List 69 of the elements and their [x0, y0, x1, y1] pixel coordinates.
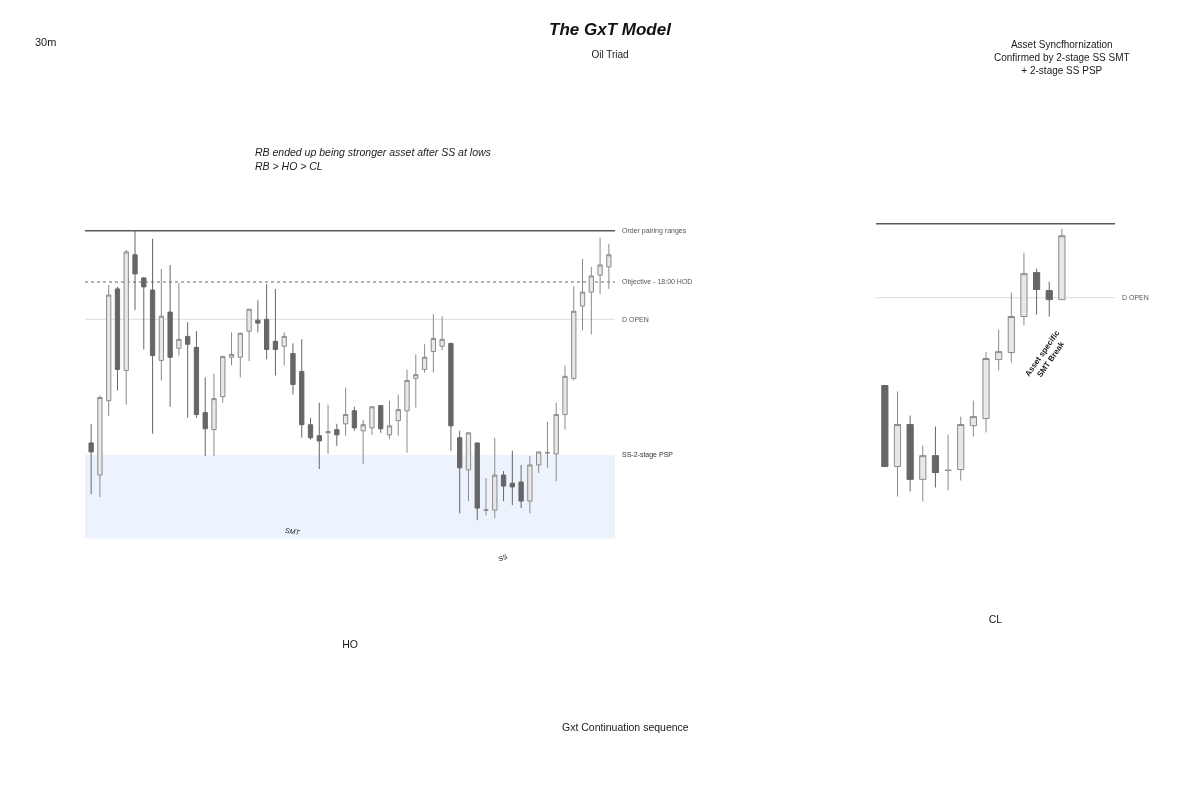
- text: 30m: [35, 36, 57, 48]
- candlestick: [395, 394, 401, 437]
- candlestick: [378, 405, 384, 434]
- candlestick: [369, 406, 375, 436]
- candlestick: [969, 400, 977, 438]
- candlestick: [334, 423, 340, 447]
- candlestick: [492, 437, 498, 519]
- candlestick: [518, 464, 524, 509]
- candlestick: [404, 368, 410, 454]
- chart-title: The GxT Model: [549, 19, 673, 39]
- candlestick: [553, 402, 559, 482]
- candlestick: [386, 400, 393, 440]
- candlestick: [255, 299, 261, 333]
- candlestick: [562, 364, 568, 431]
- candlestick: [149, 238, 156, 435]
- candlestick: [509, 450, 515, 506]
- candlestick: [465, 432, 472, 502]
- candlestick: [995, 329, 1003, 372]
- text: Gxt Continuation sequence: [562, 721, 689, 733]
- chart-subtitle: Oil Triad: [591, 49, 629, 61]
- candlestick: [167, 264, 173, 408]
- candlestick: [307, 417, 314, 441]
- candlestick: [1045, 281, 1053, 318]
- candlestick: [185, 321, 191, 419]
- text: Asset Syncfhornization Confirmed by 2-stage SS SMT + 2-stage SS PSP: [994, 39, 1130, 76]
- candlestick: [88, 423, 94, 495]
- candlestick: [919, 445, 927, 502]
- candlestick: [193, 330, 200, 419]
- candlestick: [351, 406, 358, 432]
- candlestick: [272, 288, 279, 376]
- candlestick: [448, 342, 454, 452]
- candlestick: [325, 404, 331, 455]
- candlestick: [597, 237, 603, 295]
- candlestick: [413, 353, 419, 409]
- candlestick: [316, 402, 322, 470]
- candlestick: [299, 338, 305, 439]
- text: RB ended up being stronger asset after SS at lows RB > HO > CL: [255, 146, 492, 172]
- candlestick: [931, 425, 940, 489]
- candlestick: [606, 243, 612, 290]
- candlestick: [881, 385, 889, 468]
- candlestick: [290, 342, 296, 396]
- candlestick: [527, 455, 533, 514]
- candlestick: [228, 331, 235, 366]
- candlestick: [483, 477, 489, 516]
- candlestick: [421, 343, 428, 374]
- candlestick: [360, 419, 366, 465]
- candlestick: [281, 331, 287, 366]
- candlestick: [893, 391, 902, 498]
- candlestick: [500, 470, 507, 502]
- candlestick: [544, 421, 551, 469]
- candlestick: [141, 276, 147, 350]
- candlestick: [474, 442, 480, 521]
- candlestick: [114, 286, 121, 392]
- candlestick: [1033, 268, 1041, 316]
- candlestick: [97, 394, 103, 498]
- x-axis-title: CL: [988, 612, 1003, 625]
- candlestick: [906, 415, 914, 492]
- candlestick: [944, 434, 952, 492]
- candlestick: [202, 377, 208, 457]
- candlestick: [457, 430, 463, 514]
- candlestick: [957, 416, 965, 481]
- candlestick: [263, 283, 270, 360]
- candlestick: [237, 331, 243, 379]
- candlestick: [211, 372, 217, 457]
- x-axis-title: HO: [342, 637, 358, 650]
- candlestick: [536, 451, 542, 474]
- candlestick: [982, 351, 990, 433]
- candlestick: [342, 387, 349, 437]
- candlestick: [220, 355, 226, 404]
